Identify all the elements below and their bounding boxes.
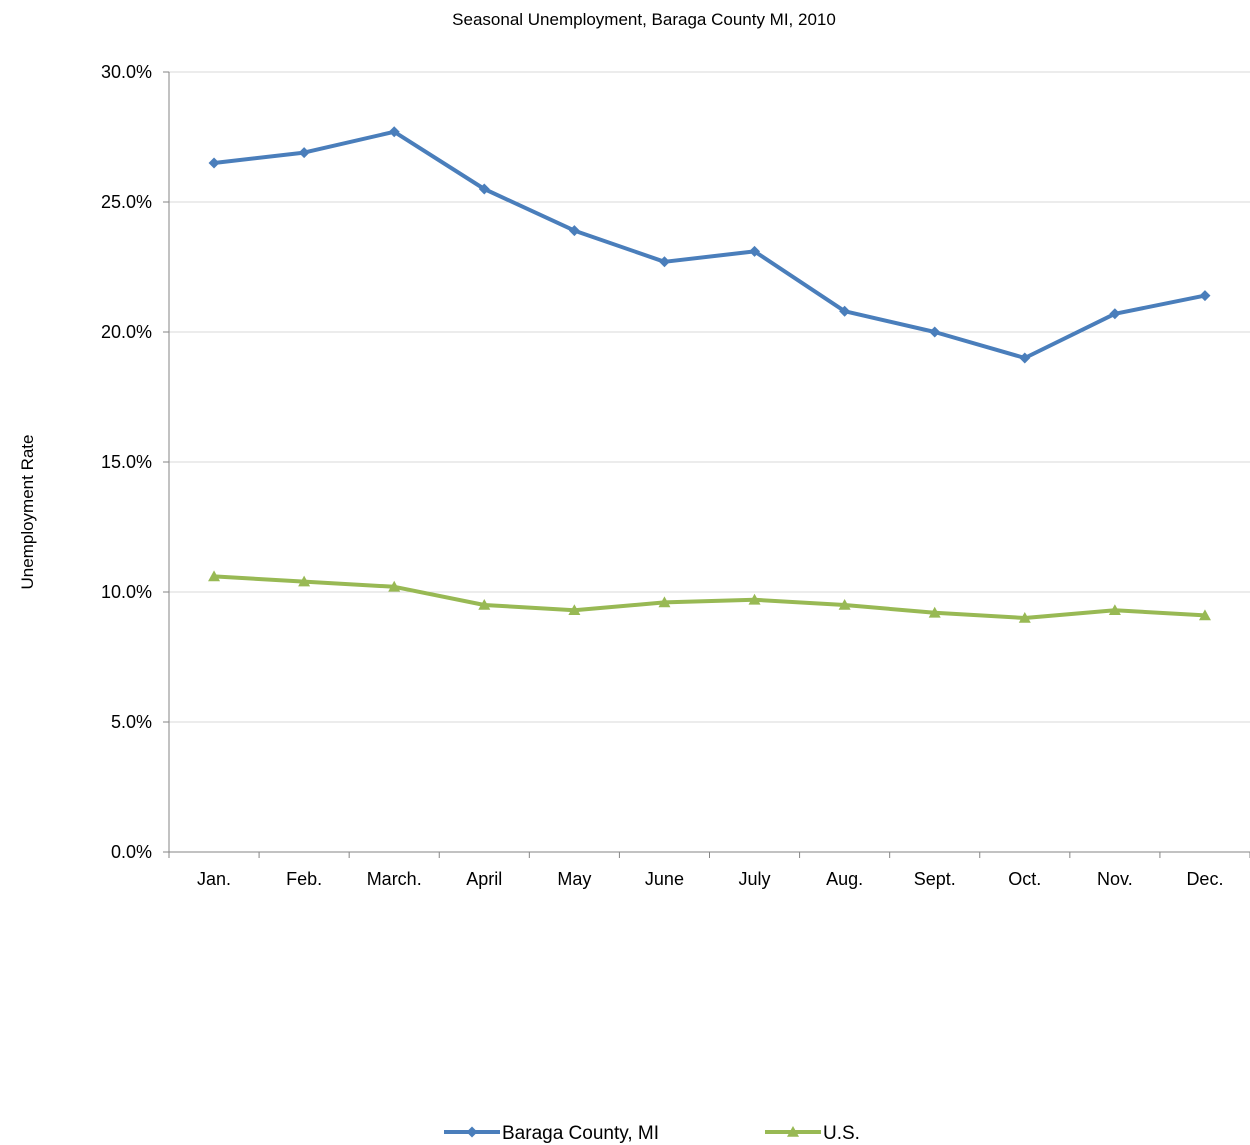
legend-item: Baraga County, MI — [444, 1123, 659, 1144]
legend-swatch-marker — [466, 1126, 478, 1138]
y-tick-label: 0.0% — [111, 842, 152, 862]
data-point — [1018, 612, 1031, 623]
data-point — [1198, 609, 1211, 621]
data-point — [928, 606, 941, 618]
legend: Baraga County, MI U.S. — [444, 1123, 860, 1144]
data-point — [478, 183, 490, 195]
x-tick-label: July — [739, 869, 771, 889]
y-tick-label: 25.0% — [101, 192, 152, 212]
data-point — [1109, 308, 1121, 320]
legend-label: Baraga County, MI — [502, 1123, 659, 1144]
data-point — [929, 326, 941, 338]
data-point — [208, 157, 220, 169]
data-point — [748, 593, 761, 605]
series-1 — [208, 126, 1211, 364]
x-tick-label: Feb. — [286, 869, 322, 889]
y-tick-label: 20.0% — [101, 322, 152, 342]
data-point — [478, 599, 491, 610]
data-point — [658, 256, 670, 268]
legend-item: U.S. — [765, 1123, 860, 1144]
x-tick-label: Dec. — [1186, 869, 1223, 889]
data-point — [1199, 290, 1211, 302]
chart-title: Seasonal Unemployment, Baraga County MI,… — [452, 10, 836, 29]
y-tick-label: 5.0% — [111, 712, 152, 732]
x-tick-label: March. — [367, 869, 422, 889]
y-tick-label: 30.0% — [101, 62, 152, 82]
legend-label: U.S. — [823, 1123, 860, 1144]
series-line — [213, 129, 1206, 360]
legend-swatch-marker — [787, 1126, 799, 1137]
data-point — [208, 570, 221, 582]
data-point — [298, 147, 310, 159]
data-point — [568, 225, 580, 237]
x-tick-labels: Jan. Feb. March. April May June July Aug. Sept. O… — [197, 869, 1223, 889]
y-axis-title: Unemployment Rate — [18, 435, 37, 590]
data-point — [839, 305, 851, 317]
y-tick-label: 15.0% — [101, 452, 152, 472]
gridlines — [169, 71, 1250, 723]
y-tick-label: 10.0% — [101, 582, 152, 602]
series-line — [213, 574, 1206, 620]
x-tick-label: Aug. — [826, 869, 863, 889]
data-point — [388, 126, 400, 138]
data-point — [568, 604, 581, 615]
x-tick-label: Sept. — [914, 869, 956, 889]
data-point — [1108, 604, 1121, 615]
data-point — [838, 599, 851, 610]
x-tick-label: Nov. — [1097, 869, 1133, 889]
axes — [163, 71, 1250, 858]
data-point — [298, 575, 311, 587]
x-tick-label: June — [645, 869, 684, 889]
y-tick-labels: 0.0% 5.0% 10.0% 15.0% 20.0% 25.0% 30.0% — [101, 62, 152, 862]
data-point — [1019, 352, 1031, 364]
series-layer — [208, 126, 1211, 623]
data-point — [388, 580, 401, 592]
data-point — [749, 245, 761, 257]
x-tick-label: Oct. — [1008, 869, 1041, 889]
x-tick-label: Jan. — [197, 869, 231, 889]
series-2 — [208, 570, 1211, 623]
data-point — [658, 596, 671, 608]
x-tick-label: April — [466, 869, 502, 889]
x-tick-label: May — [557, 869, 591, 889]
